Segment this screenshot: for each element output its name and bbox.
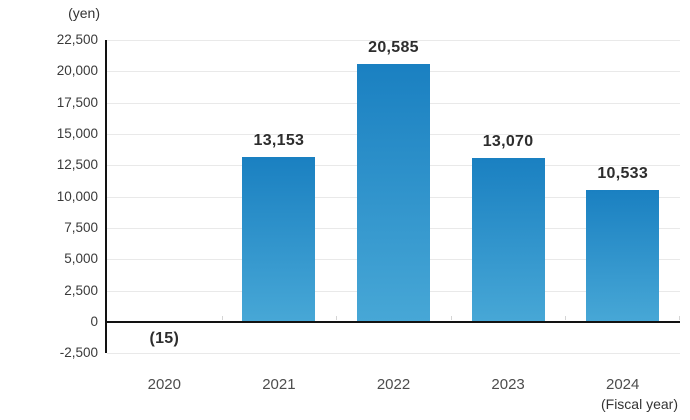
y-axis-tick-label: 10,000 [56, 188, 98, 204]
x-axis-tick-label-2023: 2023 [491, 376, 525, 393]
y-axis-tick-label: 7,500 [64, 220, 98, 235]
category-boundary-tick [565, 316, 567, 320]
bar-2022 [357, 64, 430, 321]
gridline [107, 40, 680, 41]
bar-value-label-2020: (15) [149, 330, 180, 347]
bar-value-label-2023: 13,070 [482, 133, 534, 151]
y-axis-tick-label: 5,000 [64, 251, 98, 267]
y-axis-tick-label: 12,500 [56, 157, 98, 173]
x-axis-tick-label-2020: 2020 [147, 376, 181, 393]
bar-value-label-2021: 13,153 [253, 132, 305, 150]
category-boundary-tick [336, 316, 338, 320]
y-axis-tick-label: 15,000 [56, 126, 98, 141]
y-axis-tick-label: 0 [90, 314, 98, 329]
bar-2023 [471, 158, 545, 321]
y-axis-tick-label: 22,500 [56, 32, 98, 47]
category-boundary-tick [221, 316, 223, 320]
category-boundary-tick [679, 316, 680, 320]
bar-2021 [242, 157, 316, 321]
x-axis-caption: (Fiscal year) [600, 396, 678, 412]
category-boundary-tick [450, 316, 452, 320]
y-axis-tick-label: 2,500 [64, 282, 98, 298]
x-axis-zero-line [106, 321, 680, 323]
x-axis-tick-label-2024: 2024 [606, 376, 640, 393]
y-axis-line [105, 40, 107, 354]
bar-2024 [586, 190, 660, 321]
y-axis-unit-label: (yen) [68, 5, 100, 21]
x-axis-tick-label-2021: 2021 [262, 376, 296, 393]
y-axis-tick-label: 20,000 [56, 63, 98, 79]
y-axis-tick-label: -2,500 [59, 345, 98, 361]
y-axis-tick-label: 17,500 [56, 94, 98, 110]
x-axis-tick-label-2022: 2022 [376, 376, 411, 393]
gridline [107, 353, 680, 355]
bar-value-label-2024: 10,533 [597, 165, 649, 182]
bar-value-label-2022: 20,585 [368, 39, 419, 56]
